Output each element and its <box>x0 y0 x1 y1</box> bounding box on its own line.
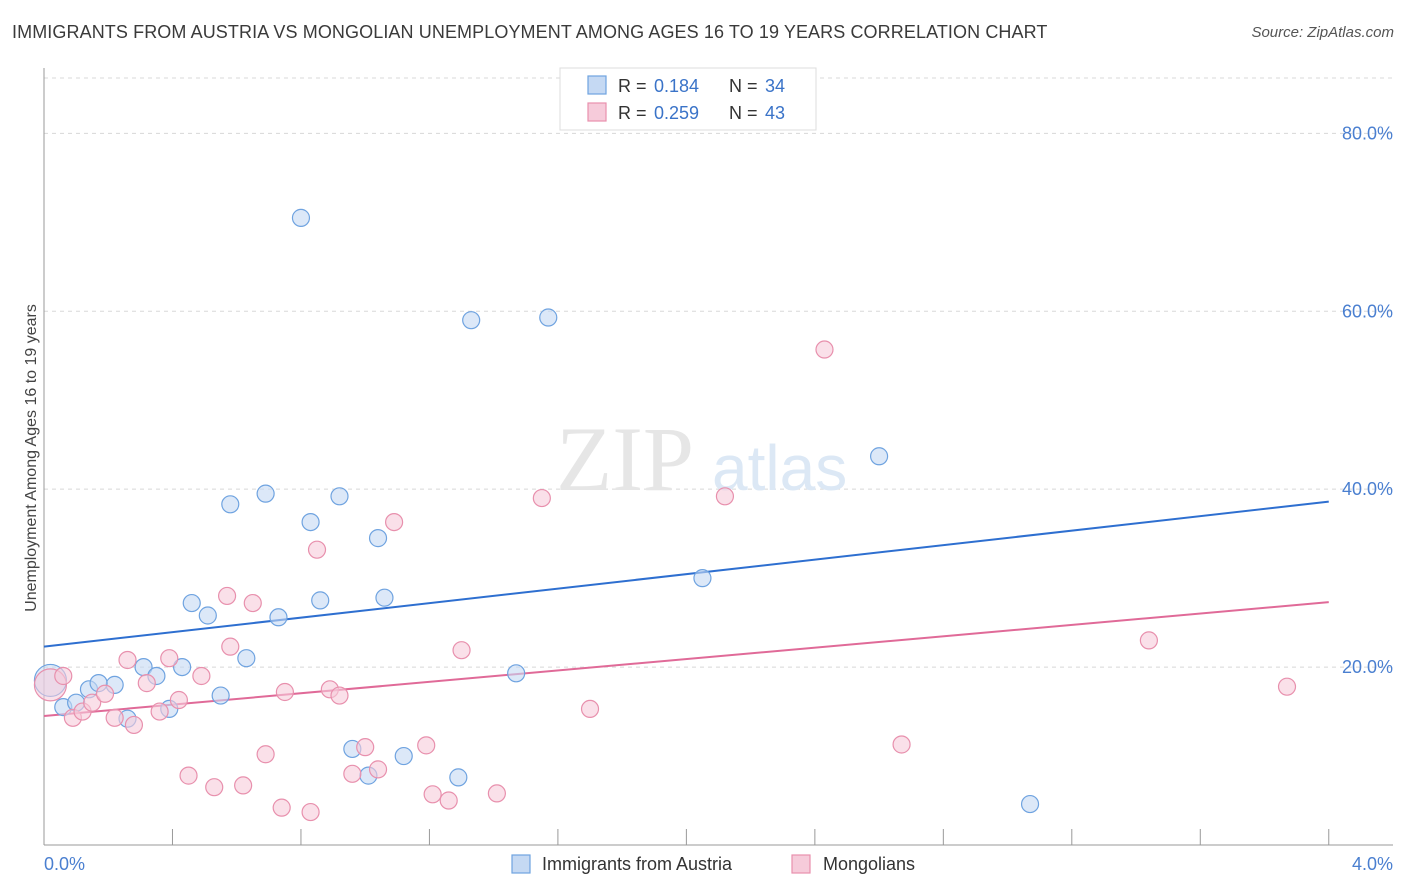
gridlines <box>44 77 1393 668</box>
data-point-austria <box>462 311 481 330</box>
legend-swatch-mongolians <box>791 854 811 874</box>
data-point-mongolians <box>150 702 169 721</box>
x-tick-label-min: 0.0% <box>44 854 85 874</box>
legend-swatch-austria <box>511 854 531 874</box>
data-point-austria <box>693 569 712 588</box>
legend-label-mongolians: Mongolians <box>823 854 915 874</box>
data-point-austria <box>1020 794 1040 814</box>
data-point-austria <box>256 484 275 503</box>
data-point-mongolians <box>205 778 224 797</box>
data-points <box>33 208 1297 822</box>
stats-legend-swatch-mongolians <box>587 102 607 122</box>
data-point-austria <box>375 588 394 607</box>
data-point-austria <box>311 591 330 610</box>
y-tick-label: 80.0% <box>1342 123 1393 143</box>
legend-n-value-1: 34 <box>765 76 785 96</box>
data-point-austria <box>301 512 320 532</box>
y-axis-label: Unemployment Among Ages 16 to 19 years <box>23 304 40 612</box>
data-point-mongolians <box>439 791 458 810</box>
data-point-austria <box>394 746 413 766</box>
legend-label-austria: Immigrants from Austria <box>542 854 733 874</box>
data-point-mongolians <box>487 784 506 803</box>
watermark-zip: ZIP <box>556 408 694 510</box>
data-point-mongolians <box>256 745 275 764</box>
trend-lines <box>43 500 1329 718</box>
watermark-atlas: atlas <box>712 432 847 504</box>
data-point-mongolians <box>192 666 211 686</box>
data-point-mongolians <box>137 674 156 693</box>
data-point-mongolians <box>234 776 253 795</box>
data-point-mongolians <box>343 764 362 783</box>
trend-line-austria <box>43 500 1329 648</box>
data-point-mongolians <box>83 693 102 712</box>
y-tick-label: 60.0% <box>1342 301 1393 321</box>
watermark: ZIP atlas <box>556 408 847 510</box>
data-point-mongolians <box>356 738 375 757</box>
trend-line-mongolians <box>43 601 1329 718</box>
data-point-mongolians <box>124 715 144 735</box>
data-point-mongolians <box>179 766 198 785</box>
data-point-austria <box>291 208 311 227</box>
x-tick-label-max: 4.0% <box>1352 854 1393 874</box>
data-point-austria <box>869 447 889 466</box>
legend-n-label-1: N = <box>729 76 758 96</box>
data-point-mongolians <box>221 637 240 656</box>
data-point-mongolians <box>1277 677 1297 696</box>
y-tick-label: 20.0% <box>1342 657 1393 677</box>
data-point-mongolians <box>307 540 327 559</box>
legend-n-value-2: 43 <box>765 103 785 123</box>
data-point-mongolians <box>272 798 291 817</box>
data-point-austria <box>237 649 256 668</box>
series-legend: Immigrants from Austria Mongolians <box>511 854 915 874</box>
data-point-mongolians <box>715 487 735 506</box>
legend-n-label-2: N = <box>729 103 758 123</box>
data-point-mongolians <box>1139 631 1158 650</box>
data-point-mongolians <box>417 736 436 755</box>
stats-legend-swatch-austria <box>587 75 607 95</box>
data-point-austria <box>198 606 217 625</box>
legend-r-label-1: R = <box>618 76 647 96</box>
data-point-austria <box>330 487 349 506</box>
data-point-austria <box>449 768 468 787</box>
y-tick-labels: 20.0% 40.0% 60.0% 80.0% <box>1342 123 1393 677</box>
legend-r-value-1: 0.184 <box>654 76 699 96</box>
data-point-mongolians <box>217 586 237 606</box>
data-point-mongolians <box>330 686 349 705</box>
data-point-mongolians <box>452 641 471 660</box>
data-point-mongolians <box>169 690 188 710</box>
data-point-mongolians <box>892 735 911 754</box>
chart-title: IMMIGRANTS FROM AUSTRIA VS MONGOLIAN UNE… <box>12 22 1048 42</box>
data-point-mongolians <box>243 593 262 613</box>
data-point-mongolians <box>118 650 137 670</box>
x-ticks <box>43 829 1330 845</box>
data-point-austria <box>269 608 288 627</box>
data-point-mongolians <box>580 699 600 719</box>
legend-r-label-2: R = <box>618 103 647 123</box>
legend-r-value-2: 0.259 <box>654 103 699 123</box>
data-point-mongolians <box>384 512 404 532</box>
data-point-mongolians <box>368 760 388 779</box>
data-point-mongolians <box>532 488 551 508</box>
stats-legend: R = 0.184 N = 34 R = 0.259 N = 43 <box>559 67 817 131</box>
data-point-austria <box>539 308 558 327</box>
data-point-mongolians <box>54 666 73 686</box>
data-point-austria <box>211 686 230 705</box>
data-point-austria <box>182 593 201 613</box>
data-point-austria <box>173 657 192 677</box>
data-point-mongolians <box>95 684 115 703</box>
data-point-mongolians <box>105 708 124 727</box>
data-point-mongolians <box>160 649 179 668</box>
data-point-austria <box>368 529 388 548</box>
data-point-mongolians <box>815 340 834 359</box>
data-point-mongolians <box>301 802 320 822</box>
data-point-mongolians <box>275 682 294 702</box>
source-label: Source: ZipAtlas.com <box>1251 24 1394 41</box>
data-point-mongolians <box>423 785 442 804</box>
data-point-austria <box>507 664 526 683</box>
y-tick-label: 40.0% <box>1342 479 1393 499</box>
data-point-austria <box>221 495 240 514</box>
